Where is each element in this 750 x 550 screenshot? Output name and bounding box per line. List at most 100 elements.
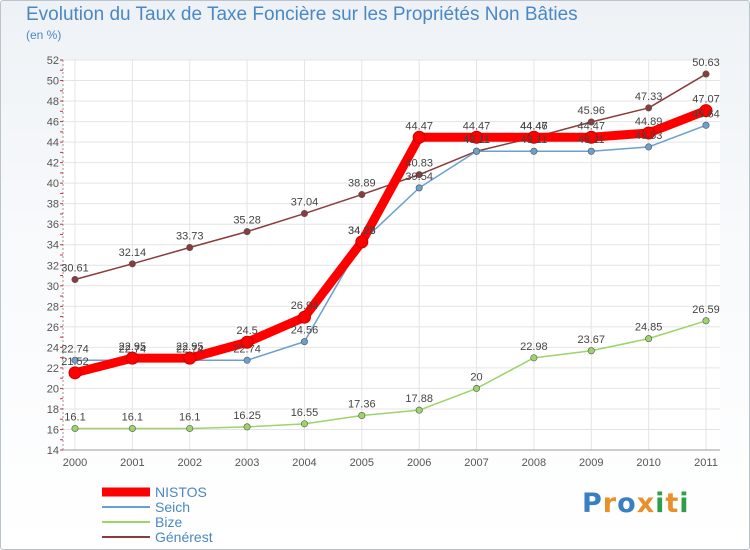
data-label: 44.46 [520,120,548,132]
data-label: 17.36 [348,399,376,411]
data-point [645,104,653,112]
legend-label: NISTOS [155,484,207,500]
data-label: 16.1 [64,411,85,423]
data-label: 45.96 [578,105,606,117]
y-tick-label: 42 [47,158,59,170]
data-label: 44.89 [635,116,663,128]
proxiti-logo: Proxiti [582,488,690,519]
y-tick-label: 44 [47,137,59,149]
data-point [183,351,197,365]
data-point [415,184,423,192]
data-label: 44.47 [405,120,433,132]
legend-label: Bize [155,514,182,530]
x-tick-label: 2010 [636,457,660,469]
data-point [71,424,79,432]
logo-letter: i [679,488,690,519]
data-point [243,356,251,364]
data-label: 16.25 [233,410,261,422]
data-point [300,338,308,346]
data-label: 43.11 [463,134,490,146]
data-point [470,130,484,144]
data-point [473,384,481,392]
x-tick-label: 2000 [63,457,87,469]
data-label: 22.95 [119,341,147,353]
data-label: 24.5 [236,325,257,337]
data-point [128,424,136,432]
series-line-nistos [70,106,711,378]
data-label: 32.14 [119,247,147,259]
data-point [584,130,598,144]
y-tick-label: 22 [47,363,59,375]
data-label: 22.95 [176,341,204,353]
data-point [300,420,308,428]
data-label: 34.28 [348,225,376,237]
data-label: 33.73 [176,231,204,243]
y-tick-label: 34 [47,240,59,252]
data-label: 43.11 [578,134,605,146]
y-tick-label: 30 [47,281,59,293]
data-label: 22.74 [176,343,204,355]
y-tick-label: 24 [47,342,59,354]
data-label: 24.56 [291,325,319,337]
y-tick-label: 52 [47,55,59,67]
data-point [645,143,653,151]
data-label: 16.55 [291,407,319,419]
x-tick-label: 2009 [579,457,603,469]
data-label: 17.88 [405,393,433,405]
data-label: 30.61 [61,263,89,275]
chart-title: Evolution du Taux de Taxe Foncière sur l… [26,4,578,25]
data-point [297,310,311,324]
data-point [68,366,82,380]
y-tick-label: 36 [47,219,59,231]
data-point [587,147,595,155]
logo-letter: P [582,488,603,519]
y-tick-label: 48 [47,96,59,108]
x-tick-label: 2002 [177,457,201,469]
data-label: 20 [470,371,482,383]
x-tick-label: 2003 [235,457,259,469]
x-tick-label: 2007 [464,457,488,469]
logo-letter: i [655,488,666,519]
data-point [702,317,710,325]
y-tick-label: 20 [47,383,59,395]
data-point [702,121,710,129]
data-label: 16.1 [122,411,143,423]
data-label: 22.98 [520,341,548,353]
series-line-bize [74,320,707,430]
data-label: 16.1 [179,411,200,423]
logo-letter: o [617,488,637,519]
data-point [587,347,595,355]
data-point [473,147,481,155]
logo-letter: r [602,488,618,519]
chart-subtitle: (en %) [26,28,62,42]
data-point [186,244,194,252]
data-point [415,406,423,414]
data-point [415,171,423,179]
data-point [300,210,308,218]
data-point [71,356,79,364]
data-point [530,354,538,362]
plot-area [63,60,720,450]
data-label: 43.53 [635,130,663,142]
data-point [125,351,139,365]
x-tick-label: 2001 [120,457,144,469]
data-label: 50.63 [692,57,720,69]
y-tick-label: 14 [47,445,59,457]
y-tick-label: 16 [47,424,59,436]
data-point [243,228,251,236]
data-point [412,130,426,144]
data-point [642,126,656,140]
data-label: 43.11 [521,134,548,146]
x-tick-label: 2006 [407,457,431,469]
data-label: 44.47 [463,120,491,132]
data-label: 47.07 [692,94,720,106]
data-label: 35.28 [233,215,261,227]
data-label: 45.64 [692,108,720,120]
x-tick-label: 2004 [292,457,316,469]
data-label: 22.74 [233,343,261,355]
data-label: 44.47 [578,120,606,132]
data-label: 26.59 [692,304,720,316]
y-tick-label: 40 [47,178,59,190]
y-tick-label: 38 [47,199,59,211]
